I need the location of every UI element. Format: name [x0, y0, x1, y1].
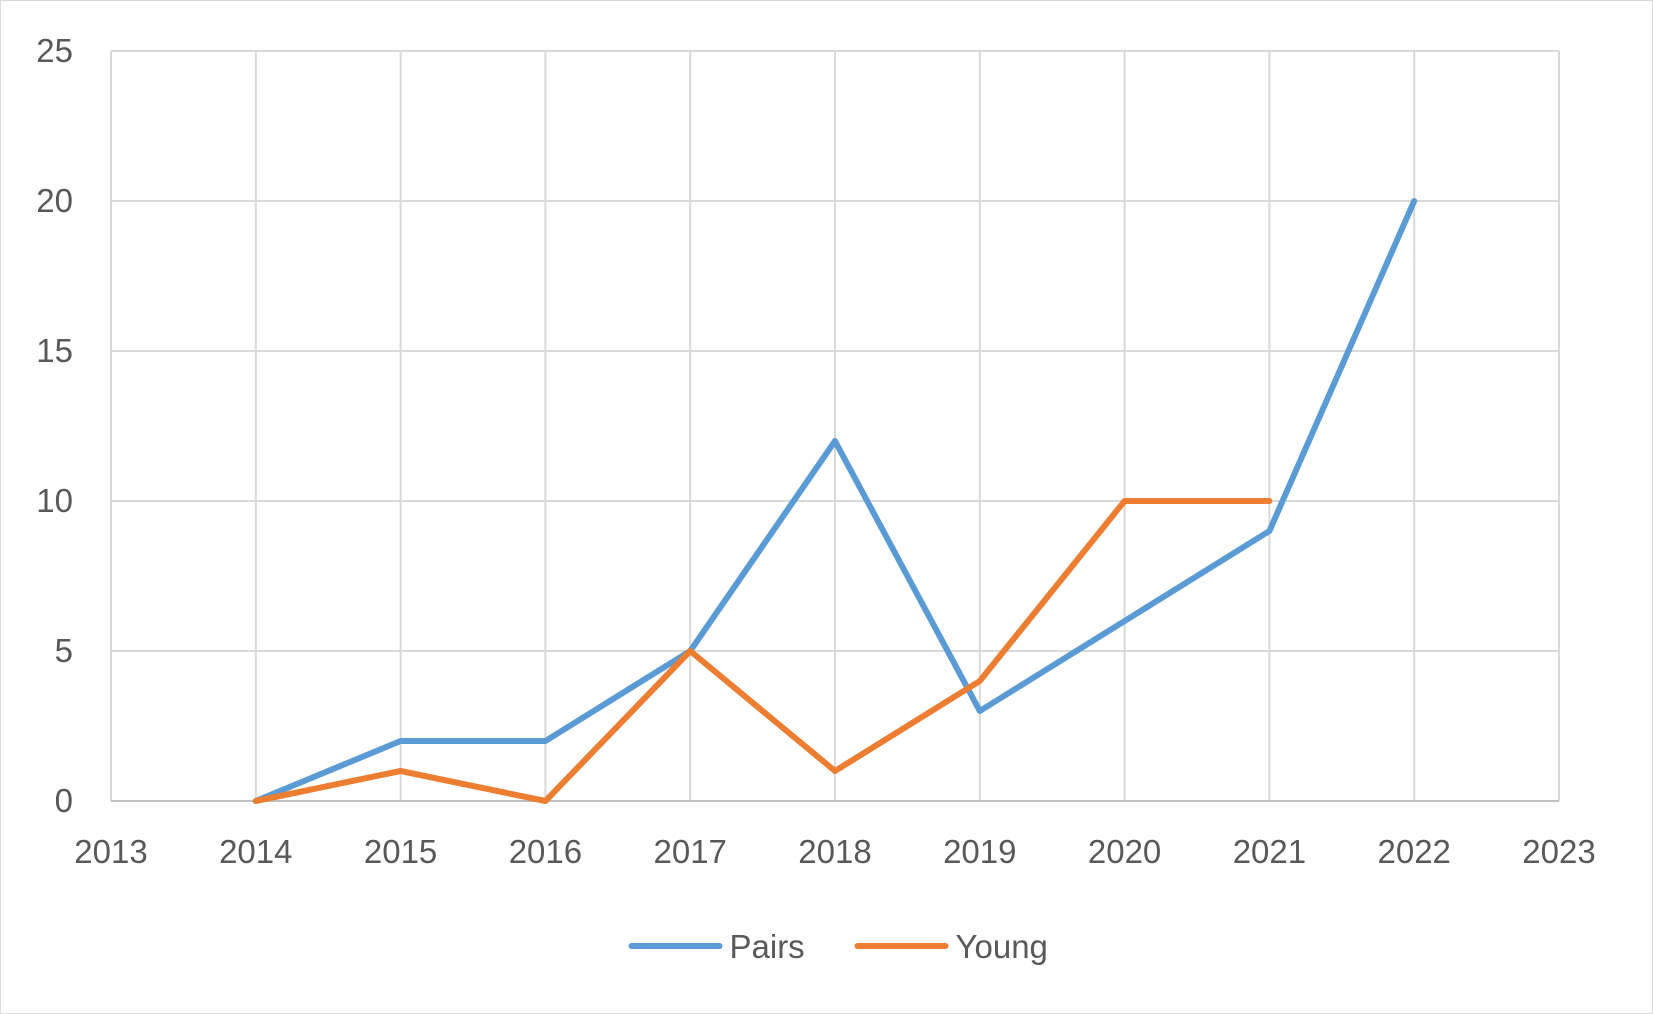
x-axis-tick-labels: 2013 2014 2015 2016 2017 2018 2019 2020 2021 2022…: [74, 833, 1595, 870]
x-tick-label-2014: 2014: [219, 833, 292, 870]
series-lines: [252, 198, 1418, 804]
x-tick-label-2018: 2018: [798, 833, 871, 870]
legend: Pairs Young: [628, 928, 1048, 965]
x-tick-label-2016: 2016: [509, 833, 582, 870]
x-tick-label-2013: 2013: [74, 833, 147, 870]
series-line-young: [252, 498, 1273, 804]
x-tick-label-2022: 2022: [1377, 833, 1450, 870]
series-line-pairs: [252, 198, 1418, 804]
y-tick-label-0: 0: [55, 782, 73, 819]
legend-label-pairs: Pairs: [730, 928, 805, 965]
x-tick-label-2023: 2023: [1522, 833, 1595, 870]
y-tick-label-25: 25: [36, 32, 73, 69]
y-tick-label-20: 20: [36, 182, 73, 219]
x-tick-label-2015: 2015: [364, 833, 437, 870]
y-tick-label-5: 5: [55, 632, 73, 669]
x-tick-label-2017: 2017: [653, 833, 726, 870]
y-axis-tick-labels: 0 5 10 15 20 25: [36, 32, 73, 819]
y-tick-label-10: 10: [36, 482, 73, 519]
y-tick-label-15: 15: [36, 332, 73, 369]
gridlines: [110, 50, 1560, 801]
x-tick-label-2019: 2019: [943, 833, 1016, 870]
x-tick-label-2021: 2021: [1233, 833, 1306, 870]
x-tick-label-2020: 2020: [1088, 833, 1161, 870]
legend-label-young: Young: [956, 928, 1048, 965]
